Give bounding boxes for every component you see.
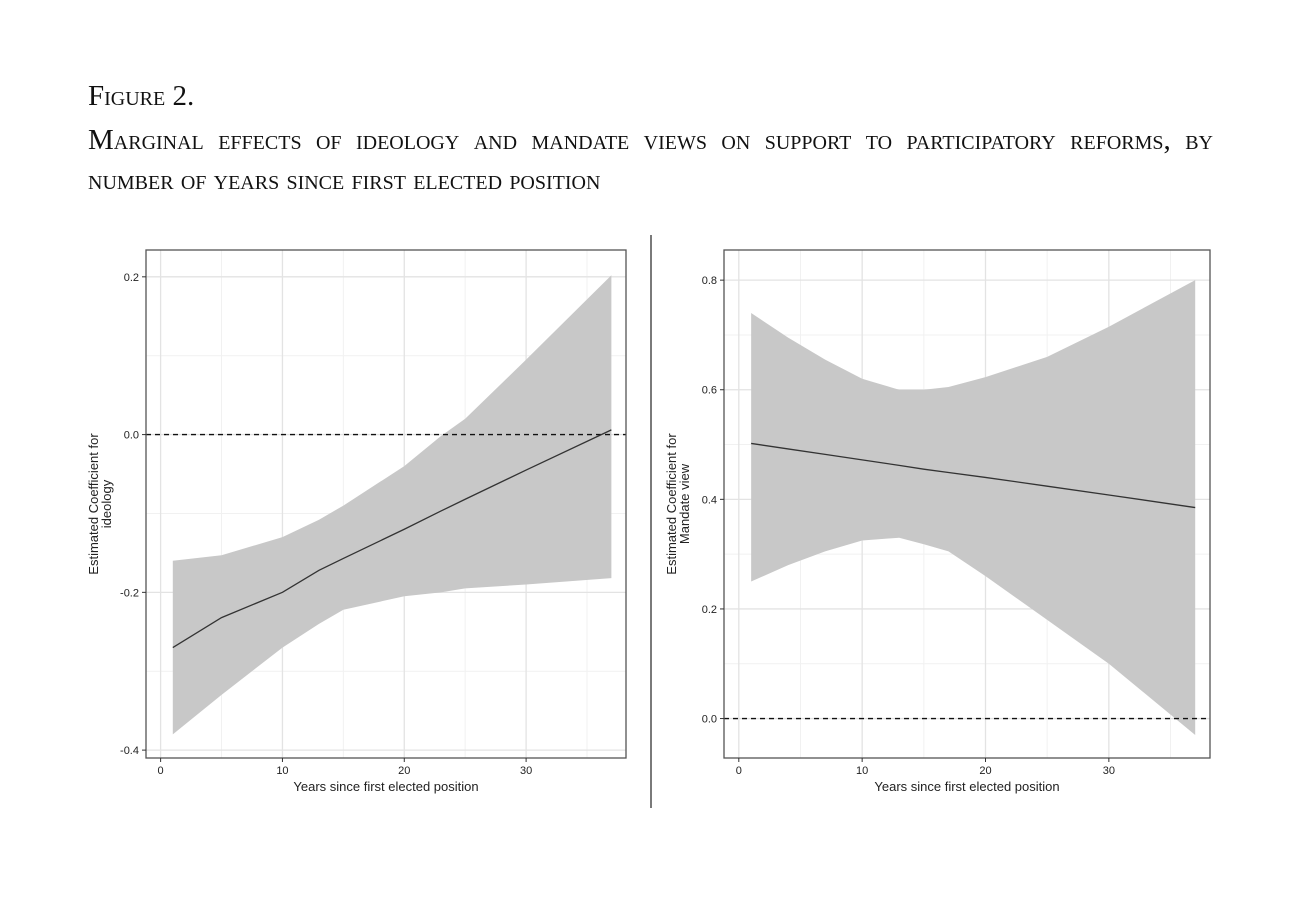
y-tick-label: 0.6 — [702, 385, 717, 397]
chart-panel-1: 0 10 20 30 -0.4 -0.2 0.0 0.2 Years since first e… — [86, 249, 627, 794]
y-tick-label: 0.2 — [124, 272, 139, 284]
x-tick-label: 20 — [979, 765, 991, 777]
y-tick-label: -0.2 — [120, 587, 139, 599]
x-tick-label: 0 — [158, 765, 164, 777]
plot-frame — [145, 249, 627, 759]
figure-label: Figure 2. — [88, 80, 195, 112]
x-tick-label: 20 — [398, 765, 410, 777]
x-tick-label: 30 — [520, 765, 532, 777]
estimate-line — [172, 429, 612, 649]
x-axis-label: Years since first elected position — [293, 779, 478, 794]
y-axis-label: Mandate view — [677, 463, 692, 544]
y-tick-label: 0.0 — [124, 430, 139, 442]
figure-caption: Marginal effects of ideology and mandate… — [88, 124, 1213, 196]
x-tick-label: 0 — [736, 765, 742, 777]
y-tick-label: -0.4 — [120, 745, 139, 757]
x-tick-label: 10 — [856, 765, 868, 777]
confidence-band — [172, 275, 612, 735]
x-tick-label: 30 — [1103, 765, 1115, 777]
x-tick-label: 10 — [276, 765, 288, 777]
y-tick-label: 0.8 — [702, 275, 717, 287]
y-axis-label: Estimated Coefficient for — [664, 433, 679, 575]
chart-panel-2: 0 10 20 30 0.0 0.2 0.4 0.6 0.8 Years since first … — [664, 249, 1211, 794]
y-tick-label: 0.4 — [702, 494, 717, 506]
y-tick-label: 0.2 — [702, 604, 717, 616]
y-axis-label: Estimated Coefficient for — [86, 433, 101, 575]
confidence-band — [751, 280, 1196, 735]
x-axis-label: Years since first elected position — [874, 779, 1059, 794]
y-tick-label: 0.0 — [702, 714, 717, 726]
plot-frame — [723, 249, 1211, 759]
estimate-line — [751, 442, 1196, 509]
y-axis-label: ideology — [99, 479, 114, 528]
